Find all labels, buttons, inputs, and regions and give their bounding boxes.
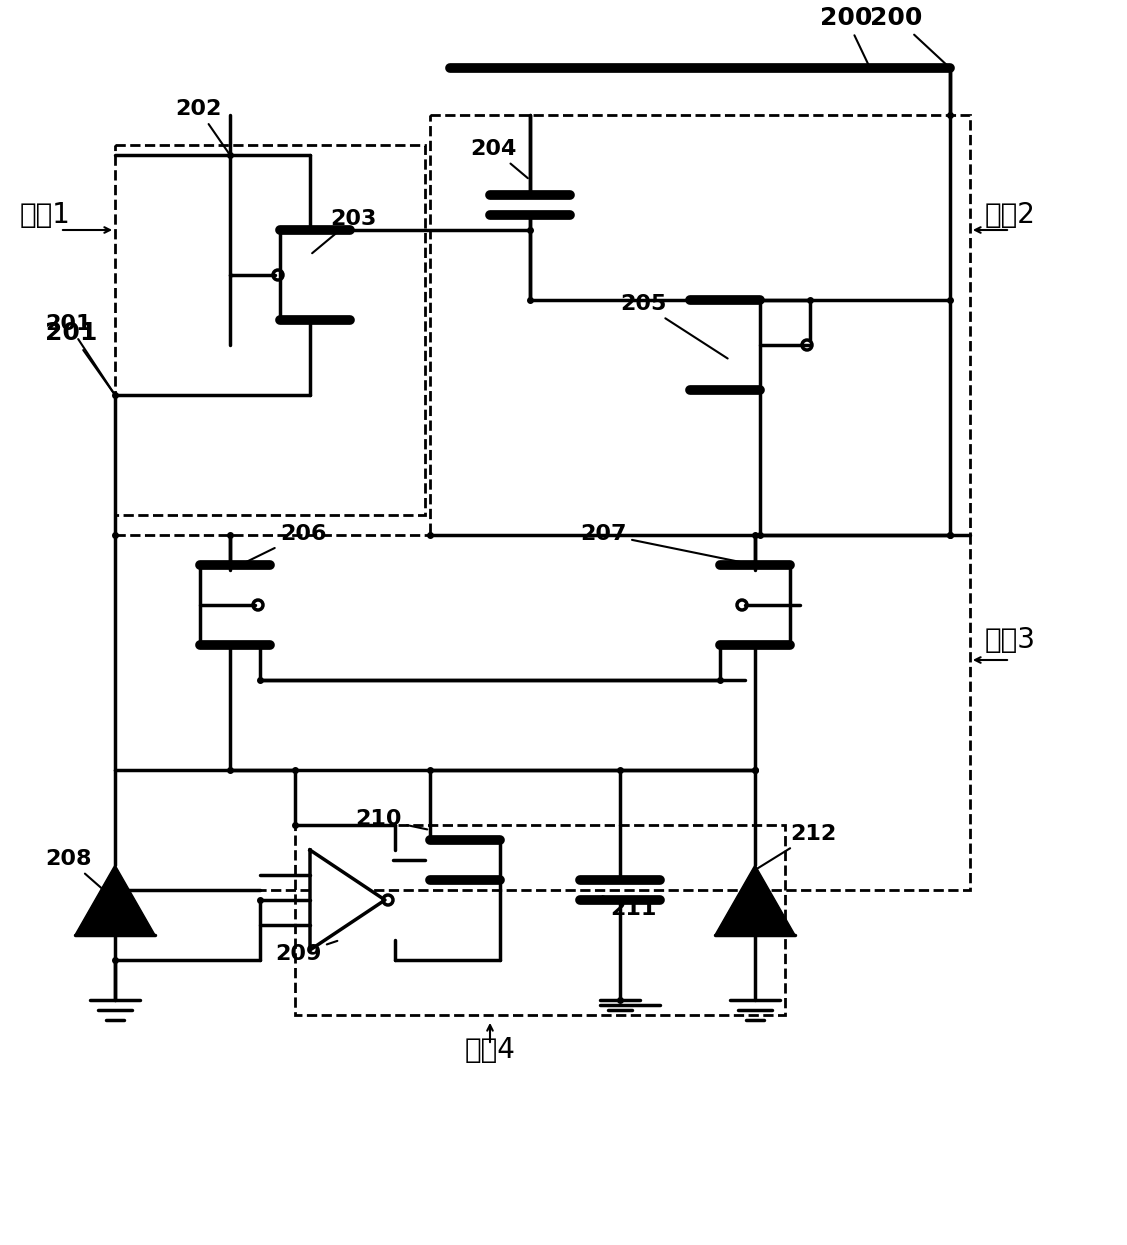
Text: 210: 210: [355, 809, 427, 829]
Polygon shape: [310, 850, 385, 950]
Text: 211: 211: [603, 896, 656, 919]
Text: 205: 205: [620, 294, 728, 359]
Text: 204: 204: [470, 139, 527, 178]
Text: 209: 209: [275, 941, 337, 964]
Text: 200: 200: [820, 6, 872, 66]
Text: 206: 206: [242, 524, 327, 564]
Text: 203: 203: [312, 209, 376, 253]
Text: 单元4: 单元4: [464, 1036, 515, 1064]
Polygon shape: [715, 865, 795, 935]
Text: 200: 200: [870, 6, 948, 66]
Text: 208: 208: [45, 849, 113, 898]
Text: 单元3: 单元3: [985, 626, 1036, 654]
Text: 212: 212: [757, 824, 836, 869]
Text: 202: 202: [175, 100, 229, 153]
Text: 201: 201: [45, 321, 114, 392]
Polygon shape: [76, 865, 156, 935]
Text: 单元2: 单元2: [985, 200, 1036, 229]
Text: 单元1: 单元1: [20, 200, 71, 229]
Text: 201: 201: [45, 314, 114, 392]
Text: 207: 207: [580, 524, 753, 564]
